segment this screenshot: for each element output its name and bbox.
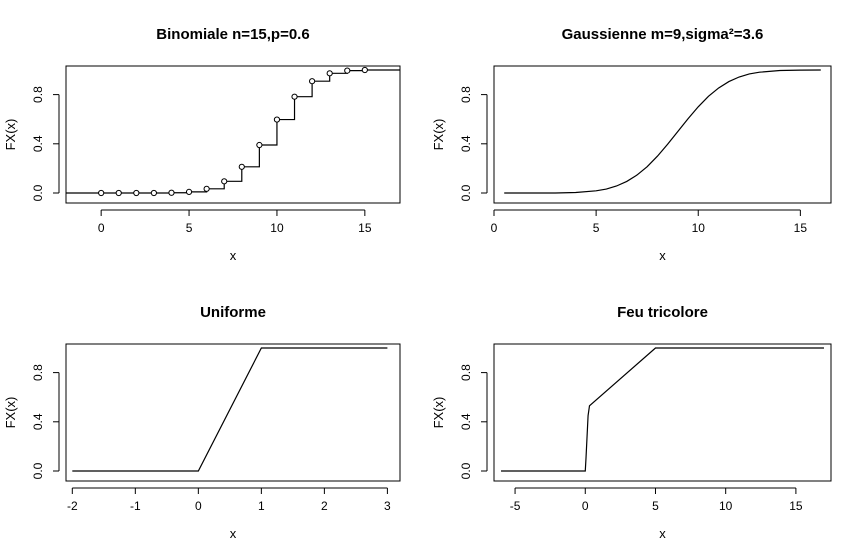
data-point (326, 70, 333, 77)
x-tick-label: 5 (186, 221, 193, 235)
plot-frame (493, 343, 832, 482)
chart-title: Binomiale n=15,p=0.6 (156, 26, 309, 43)
x-tick-label: 1 (258, 499, 265, 513)
x-tick-label: 5 (652, 499, 659, 513)
data-point (344, 67, 351, 74)
x-tick-label: -1 (130, 499, 141, 513)
y-tick-label: 0.4 (31, 413, 45, 430)
data-point (256, 141, 263, 149)
cdf-line (501, 347, 824, 472)
x-tick-label: -2 (67, 499, 78, 513)
y-axis-label: FX(x) (3, 397, 18, 429)
x-tick-label: 10 (270, 221, 284, 235)
x-tick-label: 10 (719, 499, 733, 513)
chart-title: Uniforme (200, 304, 266, 321)
cdf-line (72, 347, 388, 472)
x-tick-label: 15 (794, 221, 808, 235)
data-point (98, 189, 105, 197)
data-point (309, 78, 316, 85)
x-tick-label: 15 (358, 221, 372, 235)
data-point (203, 185, 210, 192)
x-tick-label: 15 (789, 499, 803, 513)
y-tick-label: 0.8 (459, 364, 473, 381)
y-axis-label: FX(x) (431, 119, 446, 151)
data-point (291, 93, 298, 100)
x-tick-label: -5 (510, 499, 521, 513)
plot-frame (65, 343, 401, 482)
y-tick-label: 0.4 (31, 135, 45, 152)
x-axis-label: x (230, 526, 237, 541)
y-tick-label: 0.8 (31, 86, 45, 103)
x-tick-label: 0 (98, 221, 105, 235)
x-axis-label: x (230, 248, 237, 263)
data-point (115, 189, 122, 197)
x-tick-label: 10 (692, 221, 706, 235)
data-point (273, 116, 281, 123)
chart-panel-1: Binomiale n=15,p=0.6 0 5 10 15 0.0 0.4 0.8 x FX(x… (3, 26, 401, 263)
plot-frame (493, 65, 832, 204)
y-axis-label: FX(x) (431, 397, 446, 429)
data-point (221, 178, 228, 185)
x-axis-label: x (659, 526, 666, 541)
x-tick-label: 2 (321, 499, 328, 513)
plot-frame (65, 65, 401, 204)
y-tick-label: 0.0 (459, 184, 473, 201)
x-tick-label: 0 (582, 499, 589, 513)
chart-panel-3: Uniforme -2 -1 0 1 2 3 0.0 0.4 0.8 x FX(x) (3, 304, 401, 541)
x-tick-label: 5 (593, 221, 600, 235)
y-tick-label: 0.4 (459, 413, 473, 430)
data-point (150, 189, 157, 197)
chart-panel-4: Feu tricolore -5 0 5 10 15 0.0 0.4 0.8 x FX(x) (431, 304, 832, 541)
cdf-line (504, 69, 821, 194)
data-point (168, 189, 175, 196)
y-tick-label: 0.8 (31, 364, 45, 381)
x-tick-label: 0 (491, 221, 498, 235)
data-point (238, 163, 245, 170)
data-point (133, 189, 140, 197)
y-tick-label: 0.0 (31, 184, 45, 201)
y-tick-label: 0.0 (459, 462, 473, 479)
y-axis-label: FX(x) (3, 119, 18, 151)
cdf-line (66, 69, 400, 194)
data-point (361, 66, 368, 74)
data-point (185, 188, 193, 195)
x-tick-label: 0 (195, 499, 202, 513)
y-tick-label: 0.4 (459, 135, 473, 152)
chart-title: Feu tricolore (617, 304, 708, 321)
chart-title: Gaussienne m=9,sigma²=3.6 (562, 26, 764, 43)
y-tick-label: 0.8 (459, 86, 473, 103)
y-tick-label: 0.0 (31, 462, 45, 479)
x-tick-label: 3 (384, 499, 391, 513)
chart-panel-2: Gaussienne m=9,sigma²=3.6 0 5 10 15 0.0 0.4 0.8… (431, 26, 832, 263)
x-axis-label: x (659, 248, 666, 263)
